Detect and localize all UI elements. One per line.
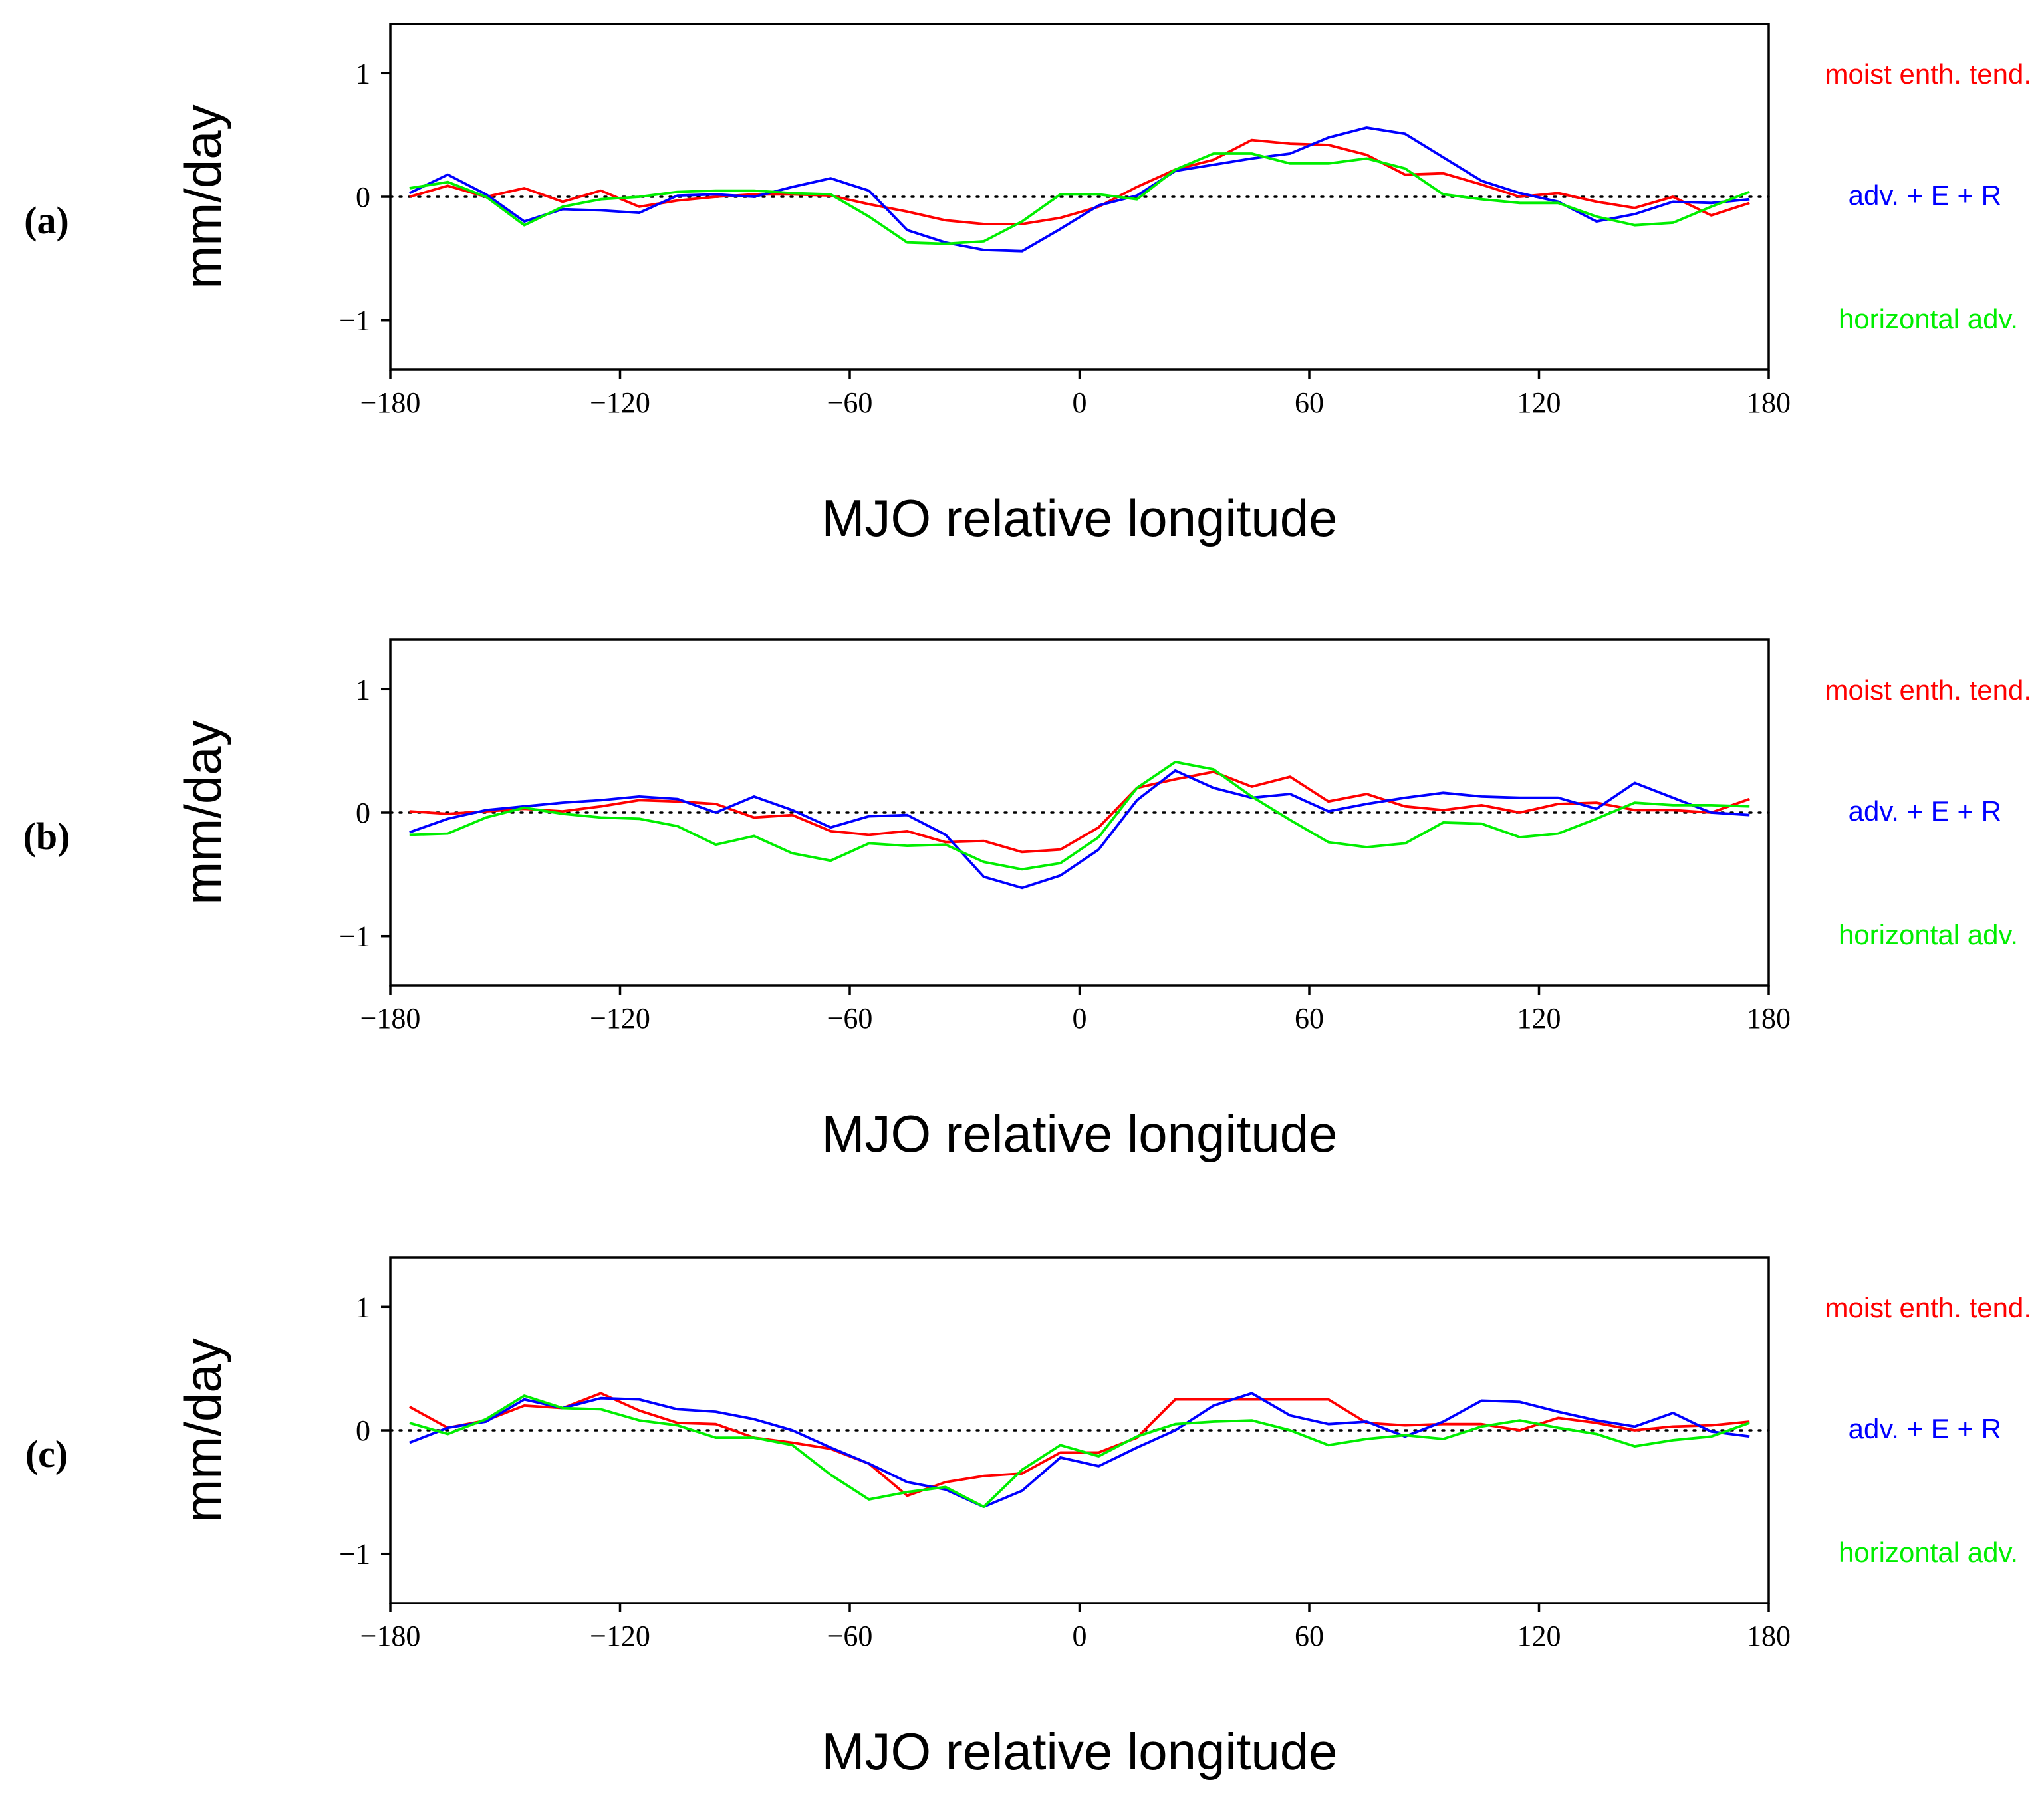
series-line-moist-enth-tend: [409, 770, 1750, 854]
legend-entry: moist enth. tend.: [1825, 59, 2031, 90]
legend-entry: adv. + E + R: [1849, 180, 2001, 211]
x-tick-label: 180: [1747, 1002, 1791, 1035]
series-line-adv-e-r: [409, 769, 1750, 890]
x-tick-label: 0: [1073, 1002, 1087, 1035]
y-axis-label: mm/day: [174, 720, 232, 904]
x-tick-label: −180: [360, 1002, 421, 1035]
panel-label: (a): [24, 199, 69, 242]
series-line-adv-e-r: [409, 1392, 1750, 1509]
y-tick-label: 0: [356, 1414, 370, 1447]
x-tick-label: 120: [1517, 386, 1561, 419]
x-tick-label: 60: [1295, 386, 1324, 419]
y-tick-label: −1: [339, 305, 370, 337]
x-tick-label: −180: [360, 386, 421, 419]
y-tick-label: −1: [339, 920, 370, 953]
legend-entry: moist enth. tend.: [1825, 1292, 2031, 1323]
y-tick-label: 1: [356, 57, 370, 90]
panel-a: −180 −120 −60 0 60 120 180 1 0 −1 (a) mm/day MJO rel…: [24, 23, 2031, 547]
x-tick-label: 120: [1517, 1002, 1561, 1035]
x-tick-label: −120: [590, 1002, 650, 1035]
panel-b: −180 −120 −60 0 60 120 180 1 0 −1 (b) mm/day MJO rel…: [23, 638, 2031, 1163]
legend-entry: moist enth. tend.: [1825, 674, 2031, 706]
y-tick-label: 0: [356, 797, 370, 829]
x-axis-label: MJO relative longitude: [821, 1722, 1337, 1781]
x-axis-label: MJO relative longitude: [821, 489, 1337, 547]
panel-label: (c): [25, 1432, 68, 1475]
series-line-moist-enth-tend: [409, 138, 1750, 225]
x-tick-label: −120: [590, 386, 650, 419]
x-tick-label: 60: [1295, 1002, 1324, 1035]
series-line-horizontal-adv: [409, 1394, 1750, 1509]
x-tick-label: 60: [1295, 1620, 1324, 1652]
legend-entry: horizontal adv.: [1839, 303, 2018, 334]
x-tick-label: −180: [360, 1620, 421, 1652]
legend-entry: horizontal adv.: [1839, 1537, 2018, 1568]
x-tick-label: 180: [1747, 386, 1791, 419]
panel-c: −180 −120 −60 0 60 120 180 1 0 −1 (c) mm/day MJO rel…: [25, 1256, 2031, 1781]
y-tick-label: 1: [356, 1291, 370, 1323]
panel-label: (b): [23, 815, 70, 858]
legend-entry: adv. + E + R: [1849, 795, 2001, 827]
y-tick-label: −1: [339, 1538, 370, 1571]
y-tick-label: 0: [356, 181, 370, 213]
x-tick-label: −60: [827, 1002, 873, 1035]
x-tick-label: −120: [590, 1620, 650, 1652]
y-axis-label: mm/day: [174, 1338, 232, 1522]
y-tick-label: 1: [356, 673, 370, 706]
x-tick-label: 180: [1747, 1620, 1791, 1652]
series-line-horizontal-adv: [409, 761, 1750, 871]
legend-entry: adv. + E + R: [1849, 1413, 2001, 1444]
x-axis-label: MJO relative longitude: [821, 1104, 1337, 1163]
x-tick-label: 0: [1073, 386, 1087, 419]
series-line-moist-enth-tend: [408, 1392, 1750, 1497]
x-tick-label: 0: [1073, 1620, 1087, 1652]
x-tick-label: 120: [1517, 1620, 1561, 1652]
y-axis-label: mm/day: [174, 104, 232, 289]
x-tick-label: −60: [827, 1620, 873, 1652]
series-line-adv-e-r: [408, 126, 1750, 253]
series-line-horizontal-adv: [409, 152, 1750, 245]
x-tick-label: −60: [827, 386, 873, 419]
legend-entry: horizontal adv.: [1839, 919, 2018, 950]
